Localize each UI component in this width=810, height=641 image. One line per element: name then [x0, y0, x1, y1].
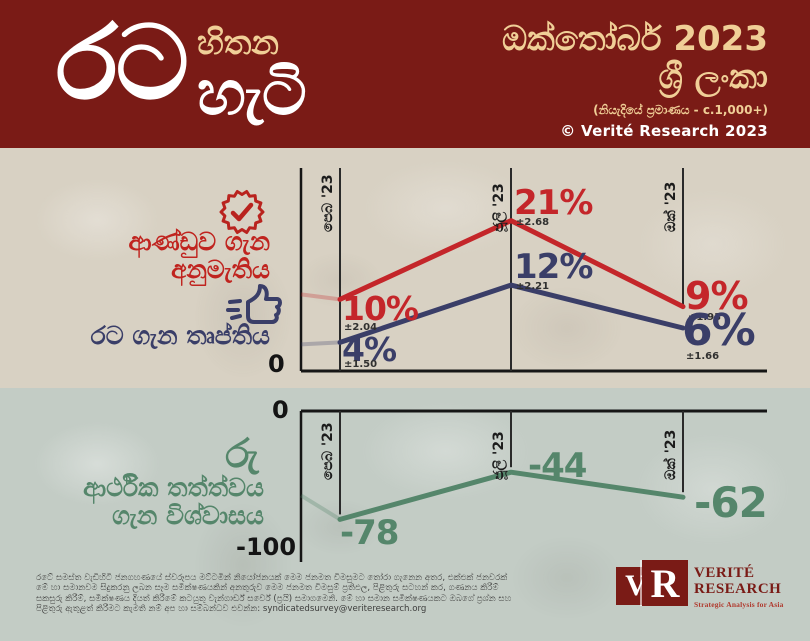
satisfaction-moe-oct: ±1.66: [686, 351, 720, 362]
logo-name-line1: VERITÉ: [694, 565, 755, 581]
approval-label-line2: අනුමැතිය: [171, 255, 270, 284]
header-banner: රට හිතන හැටි ඔක්තෝබර් 2023 ශ්‍රී ලංකා (න…: [0, 0, 810, 148]
approval-badge-check-icon: [219, 190, 265, 234]
approval-value-jul: 21%: [514, 183, 593, 223]
economy-value-jul: -44: [528, 446, 587, 486]
header-sample-size-note: (නියැදියේ ප්‍රමාණය - c.1,000+): [593, 103, 768, 118]
chart2-tick-feb: පෙබ '23: [320, 422, 336, 480]
logo-name-line2: RESEARCH: [694, 580, 782, 597]
header-country: ශ්‍රී ලංකා: [658, 56, 768, 97]
approval-value-oct: 9%: [685, 274, 749, 318]
methodology-footnote: රටේ සමස්ත වැඩිහිටි ජනගහණයේ ස්වරූපය මට්ටම…: [36, 573, 581, 615]
approval-moe-oct: ±1.93: [688, 312, 722, 323]
logo-letter-r: R: [642, 560, 688, 606]
approval-value-feb: 10%: [342, 289, 419, 328]
economy-value-oct: -62: [694, 478, 768, 527]
satisfaction-value-jul: 12%: [514, 247, 593, 287]
footnote-line4: පිළිතුරු ඇතුළත් කිරීමට කැමති නම් අප හා ස…: [36, 604, 261, 615]
thumbs-up-icon: [226, 284, 282, 324]
header-date: ඔක්තෝබර් 2023: [501, 19, 768, 59]
chart2-tick-oct: ඔක් '23: [663, 429, 679, 480]
approval-moe-jul: ±2.68: [516, 217, 550, 228]
footnote-line3: සකසුරු කිරීම්, සමීක්ෂණය දියත් කිරීමේ කටය…: [36, 593, 512, 604]
economy-label-line1: ආර්ථික තත්ත්වය: [83, 473, 264, 502]
economy-value-feb: -78: [340, 513, 399, 553]
satisfaction-value-oct: 6%: [682, 305, 756, 356]
main-title: රට හිතන හැටි: [56, 4, 307, 129]
chart1-tick-jul: ජූලි '23: [491, 183, 507, 232]
footnote-line1: රටේ සමස්ත වැඩිහිටි ජනගහණයේ ස්වරූපය මට්ටම…: [36, 573, 508, 583]
chart1-tick-oct: ඔක් '23: [663, 181, 679, 232]
approval-moe-feb: ±2.04: [344, 322, 378, 333]
chart2-y-axis-zero: 0: [272, 396, 289, 424]
economy-label-line2: ගැන විශ්වාසය: [112, 501, 264, 530]
satisfaction-moe-feb: ±1.50: [344, 359, 378, 370]
contact-email-link[interactable]: syndicatedsurvey@veriteresearch.org: [262, 604, 427, 615]
title-word-hithana: හිතන: [196, 23, 279, 63]
satisfaction-value-feb: 4%: [342, 330, 397, 369]
logo-tagline: Strategic Analysis for Asia: [694, 599, 784, 609]
chart2-tick-jul: ජූලි '23: [491, 431, 507, 480]
satisfaction-label: රට ගැන තෘප්තිය: [90, 321, 270, 350]
verite-research-logo: V R VERITÉ RESEARCH Strategic Analysis f…: [616, 560, 792, 614]
footnote-line2: මේ හා සමානවම සිදුකරනු ලබන සෑම සමීක්ෂණයකි…: [36, 583, 499, 594]
approval-label: ආණ්ඩුව ගැන අනුමැතිය: [78, 228, 270, 284]
economy-label: ආර්ථික තත්ත්වය ගැන විශ්වාසය: [42, 474, 264, 530]
header-copyright: © Verité Research 2023: [560, 122, 768, 141]
rupee-icon: රු: [225, 431, 259, 477]
chart2-y-axis-minus100: -100: [236, 533, 297, 561]
satisfaction-moe-jul: ±2.21: [516, 281, 550, 292]
chart1-y-axis-zero: 0: [268, 350, 285, 378]
title-word-hati: හැටි: [196, 56, 307, 129]
approval-label-line1: ආණ්ඩුව ගැන: [128, 227, 270, 256]
chart1-tick-feb: පෙබ '23: [320, 174, 336, 232]
title-word-rata: රට: [56, 4, 189, 123]
